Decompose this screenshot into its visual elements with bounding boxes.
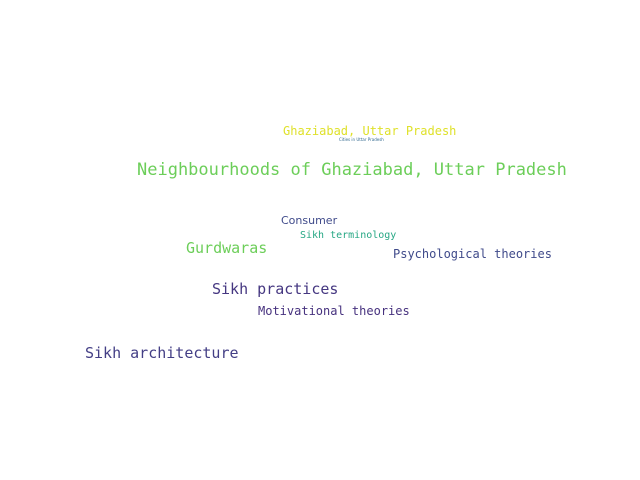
word-consumer: Consumer xyxy=(281,214,338,227)
word-motivational-theories: Motivational theories xyxy=(258,304,410,318)
word-cities-in-uttar-pradesh: Cities in Uttar Pradesh xyxy=(339,137,384,142)
word-sikh-terminology: Sikh terminology xyxy=(300,230,397,241)
word-ghaziabad: Ghaziabad, Uttar Pradesh xyxy=(283,124,457,138)
word-gurdwaras: Gurdwaras xyxy=(186,239,268,257)
word-psychological-theories: Psychological theories xyxy=(393,247,552,261)
word-sikh-architecture: Sikh architecture xyxy=(85,344,239,362)
word-neighbourhoods: Neighbourhoods of Ghaziabad, Uttar Prade… xyxy=(137,160,567,180)
word-sikh-practices: Sikh practices xyxy=(212,280,339,298)
